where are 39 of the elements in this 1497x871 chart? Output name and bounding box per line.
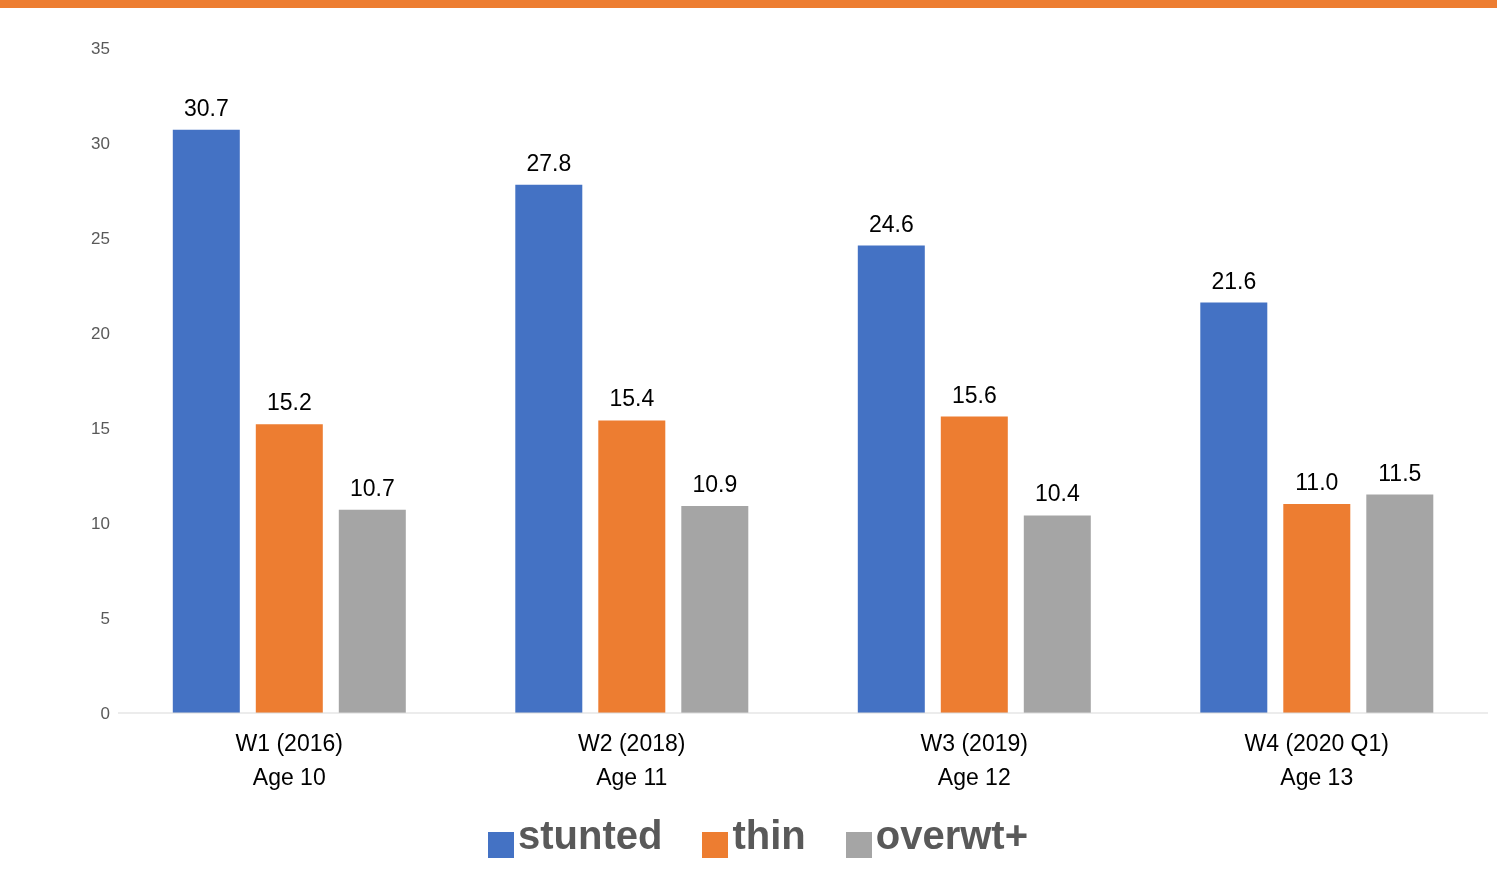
bar — [1283, 504, 1351, 713]
bar — [940, 416, 1008, 713]
text: 15.4 — [609, 385, 655, 412]
text: 15.2 — [266, 389, 312, 416]
x-tick-label: W4 (2020 Q1) Age 13 — [1244, 730, 1389, 790]
bar — [857, 245, 925, 713]
bar — [1200, 302, 1268, 713]
text: 11.5 — [1378, 459, 1422, 486]
y-tick-label: 30 — [91, 134, 110, 154]
legend-label: overwt+ — [875, 813, 1029, 857]
text: 11.0 — [1295, 469, 1339, 495]
y-tick-label: 20 — [91, 324, 110, 344]
bar — [172, 129, 240, 713]
text: 10.9 — [692, 470, 738, 497]
bar — [515, 184, 583, 713]
bar — [255, 424, 323, 713]
bar — [598, 420, 666, 713]
text: 24.6 — [868, 210, 914, 237]
y-tick-label: 15 — [91, 419, 110, 439]
y-tick-label: 35 — [91, 39, 110, 59]
x-tick-label: W2 (2018) Age 11 — [578, 730, 686, 790]
y-tick-label: 0 — [100, 704, 110, 724]
bar — [681, 505, 749, 713]
text: 27.8 — [526, 149, 572, 176]
x-tick-label: W3 (2019) Age 12 — [920, 730, 1028, 790]
text: 21.6 — [1211, 267, 1257, 294]
legend-label: stunted — [517, 813, 663, 857]
bar — [1366, 494, 1434, 713]
bar — [1023, 515, 1091, 713]
bar — [338, 509, 406, 713]
text: 10.4 — [1034, 480, 1080, 507]
x-tick-label: W1 (2016) Age 10 — [235, 730, 343, 790]
y-tick-label: 25 — [91, 229, 110, 249]
y-tick-label: 5 — [100, 609, 110, 629]
y-tick-label: 10 — [91, 514, 110, 534]
text: 10.7 — [349, 474, 395, 501]
legend-label: thin — [732, 813, 806, 857]
text: 30.7 — [183, 94, 229, 121]
text: 15.6 — [951, 381, 997, 408]
